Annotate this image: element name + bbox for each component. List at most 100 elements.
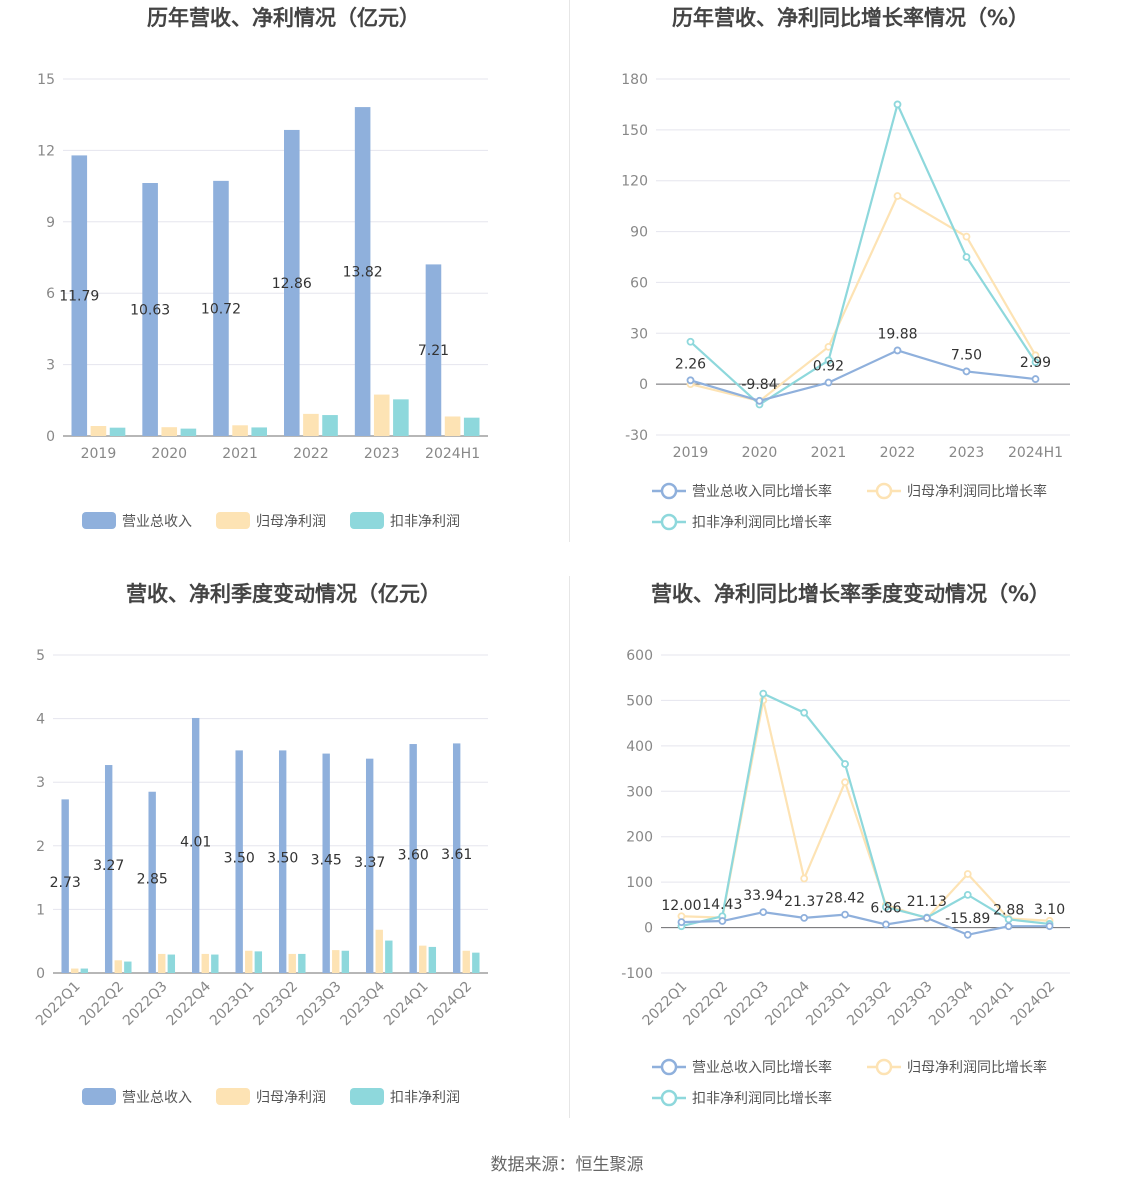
data-point: [963, 870, 972, 878]
legend-label: 归母净利润同比增长率: [907, 483, 1047, 500]
x-tick-label: 2024Q1: [967, 979, 1018, 1030]
chart-title: 历年营收、净利同比增长率情况（%）: [671, 6, 1030, 30]
legend-swatch: [216, 512, 250, 529]
data-label: -15.89: [945, 911, 990, 927]
data-label: 3.60: [398, 848, 429, 864]
chart-title: 营收、净利季度变动情况（亿元）: [126, 582, 441, 606]
y-tick-label: 1: [36, 902, 45, 918]
legend-label: 扣非净利润同比增长率: [692, 514, 832, 531]
x-tick-label: 2024H1: [1008, 445, 1063, 461]
bar-parent-profit: [245, 950, 253, 973]
x-tick-label: 2019: [81, 446, 117, 462]
data-label: 0.92: [813, 359, 844, 375]
x-tick-label: 2020: [742, 445, 778, 461]
bar-nonrec-profit: [428, 946, 437, 973]
bar-revenue: [365, 758, 374, 973]
x-tick-label: 2022Q3: [120, 979, 171, 1030]
data-point: [800, 874, 809, 883]
legend-swatch: [216, 1088, 250, 1105]
bar-revenue: [142, 183, 158, 436]
chart-title: 历年营收、净利情况（亿元）: [147, 6, 420, 30]
bar-nonrec-profit: [385, 940, 393, 973]
data-point: [962, 232, 971, 241]
bar-parent-profit: [303, 413, 319, 436]
legend-marker: [660, 1058, 678, 1076]
bar-parent-profit: [288, 953, 296, 973]
x-tick-label: 2022Q4: [762, 978, 813, 1029]
data-point: [800, 913, 809, 922]
data-label: 33.94: [743, 888, 783, 904]
bar-nonrec-profit: [341, 950, 350, 973]
bar-revenue: [278, 750, 287, 973]
legend-swatch: [350, 512, 384, 529]
y-tick-label: 0: [639, 377, 648, 393]
data-label: 10.63: [130, 303, 170, 319]
x-tick-label: 2019: [673, 445, 709, 461]
legend-label: 营业总收入: [122, 1090, 192, 1106]
x-tick-label: 2023Q4: [337, 978, 388, 1029]
y-tick-label: 12: [37, 143, 55, 159]
data-point: [841, 778, 849, 787]
y-tick-label: 4: [36, 712, 45, 728]
data-point: [882, 903, 890, 912]
data-label: 2.26: [675, 356, 706, 372]
x-tick-label: 2021: [222, 446, 258, 462]
bar-parent-profit: [71, 968, 79, 973]
data-point: [1004, 922, 1013, 931]
data-label: 19.88: [877, 326, 917, 342]
data-point: [759, 689, 768, 698]
data-label: 3.37: [354, 855, 385, 871]
bar-parent-profit: [373, 394, 390, 436]
bar-revenue: [452, 743, 461, 973]
legend-swatch: [350, 1088, 384, 1105]
bar-parent-profit: [332, 950, 340, 973]
data-label: 21.37: [784, 894, 824, 910]
x-tick-label: 2024H1: [425, 446, 480, 462]
panel-annual-bar: 历年营收、净利情况（亿元） 0 3 6 9 12 15 11.79 2019 10.63 2020…: [0, 0, 567, 576]
data-point: [841, 910, 849, 919]
y-tick-label: 3: [36, 775, 45, 791]
bar-revenue: [213, 180, 229, 436]
x-tick-label: 2021: [811, 445, 847, 461]
bar-revenue: [235, 750, 243, 973]
bar-parent-profit: [419, 945, 427, 973]
y-tick-label: 120: [621, 174, 648, 190]
bar-revenue: [425, 264, 442, 436]
bar-parent-profit: [158, 953, 166, 973]
bar-nonrec-profit: [322, 415, 338, 436]
x-tick-label: 2022Q2: [681, 979, 732, 1030]
y-tick-label: 500: [626, 693, 653, 709]
data-label: 3.45: [311, 852, 342, 868]
legend-marker: [660, 482, 678, 500]
x-tick-label: 2022Q2: [76, 979, 127, 1030]
x-tick-label: 2023Q1: [803, 979, 854, 1030]
legend-marker: [660, 513, 678, 531]
bar-revenue: [284, 129, 300, 436]
legend-label: 营业总收入同比增长率: [692, 483, 832, 500]
legend-label: 营业总收入: [122, 514, 192, 530]
data-point: [963, 890, 972, 899]
data-label: 6.86: [870, 900, 901, 916]
data-point: [824, 356, 833, 365]
x-tick-label: 2022Q3: [721, 979, 772, 1030]
legend-swatch: [82, 1088, 116, 1105]
data-label: 2.73: [50, 875, 81, 891]
legend-label: 扣非净利润: [390, 514, 460, 530]
bar-nonrec-profit: [254, 951, 263, 973]
y-tick-label: 400: [626, 739, 653, 755]
bar-parent-profit: [114, 960, 122, 973]
y-tick-label: 2: [36, 839, 45, 855]
legend-marker: [875, 482, 893, 500]
bar-nonrec-profit: [472, 952, 480, 973]
x-tick-label: 2024Q1: [381, 979, 432, 1030]
y-tick-label: 3: [46, 358, 55, 374]
x-tick-label: 2023: [364, 446, 400, 462]
data-point: [755, 396, 764, 405]
data-point: [893, 192, 902, 200]
bar-parent-profit: [462, 950, 470, 973]
bar-revenue: [61, 799, 69, 973]
legend-swatch: [82, 512, 116, 529]
data-point: [963, 930, 972, 939]
data-point: [718, 917, 727, 925]
series-line: [681, 700, 1050, 922]
